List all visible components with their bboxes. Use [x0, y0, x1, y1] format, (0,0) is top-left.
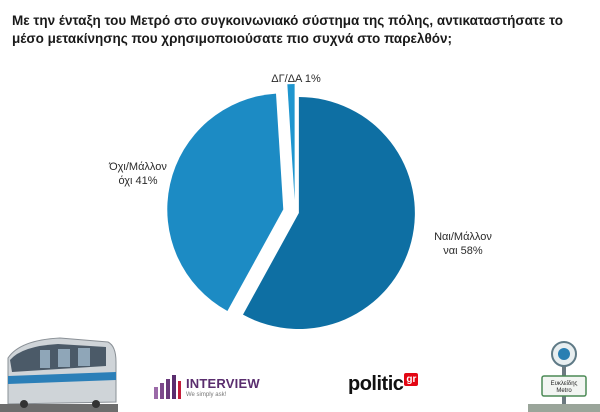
pie-slice: [287, 84, 295, 201]
station-sign-line2: Metro: [556, 388, 572, 394]
interview-bars-icon: [154, 375, 181, 399]
politic-name: politic: [348, 373, 404, 395]
interview-name: INTERVIEW: [186, 375, 260, 391]
interview-logo: INTERVIEW We simply ask!: [154, 372, 260, 402]
pie-slice-label: Ναι/Μάλλον ναι 58%: [434, 231, 492, 257]
pie-slice: [167, 93, 284, 312]
station-sign-line1: Ευκλείδης: [551, 381, 578, 387]
politic-suffix: gr: [404, 373, 419, 386]
pie-slice: [242, 96, 415, 329]
pie-slice-label: Όχι/Μάλλον όχι 41%: [108, 161, 167, 187]
metro-station-sign-image: Ευκλείδης Metro: [528, 341, 600, 412]
chart-question-title: Με την ένταξη του Μετρό στο συγκοινωνιακ…: [12, 13, 563, 46]
politic-logo: politic gr: [348, 373, 419, 396]
metro-train-image: [0, 337, 118, 412]
interview-tagline: We simply ask!: [186, 391, 227, 398]
pie-slice-label: ΔΓ/ΔΑ 1%: [271, 73, 321, 85]
